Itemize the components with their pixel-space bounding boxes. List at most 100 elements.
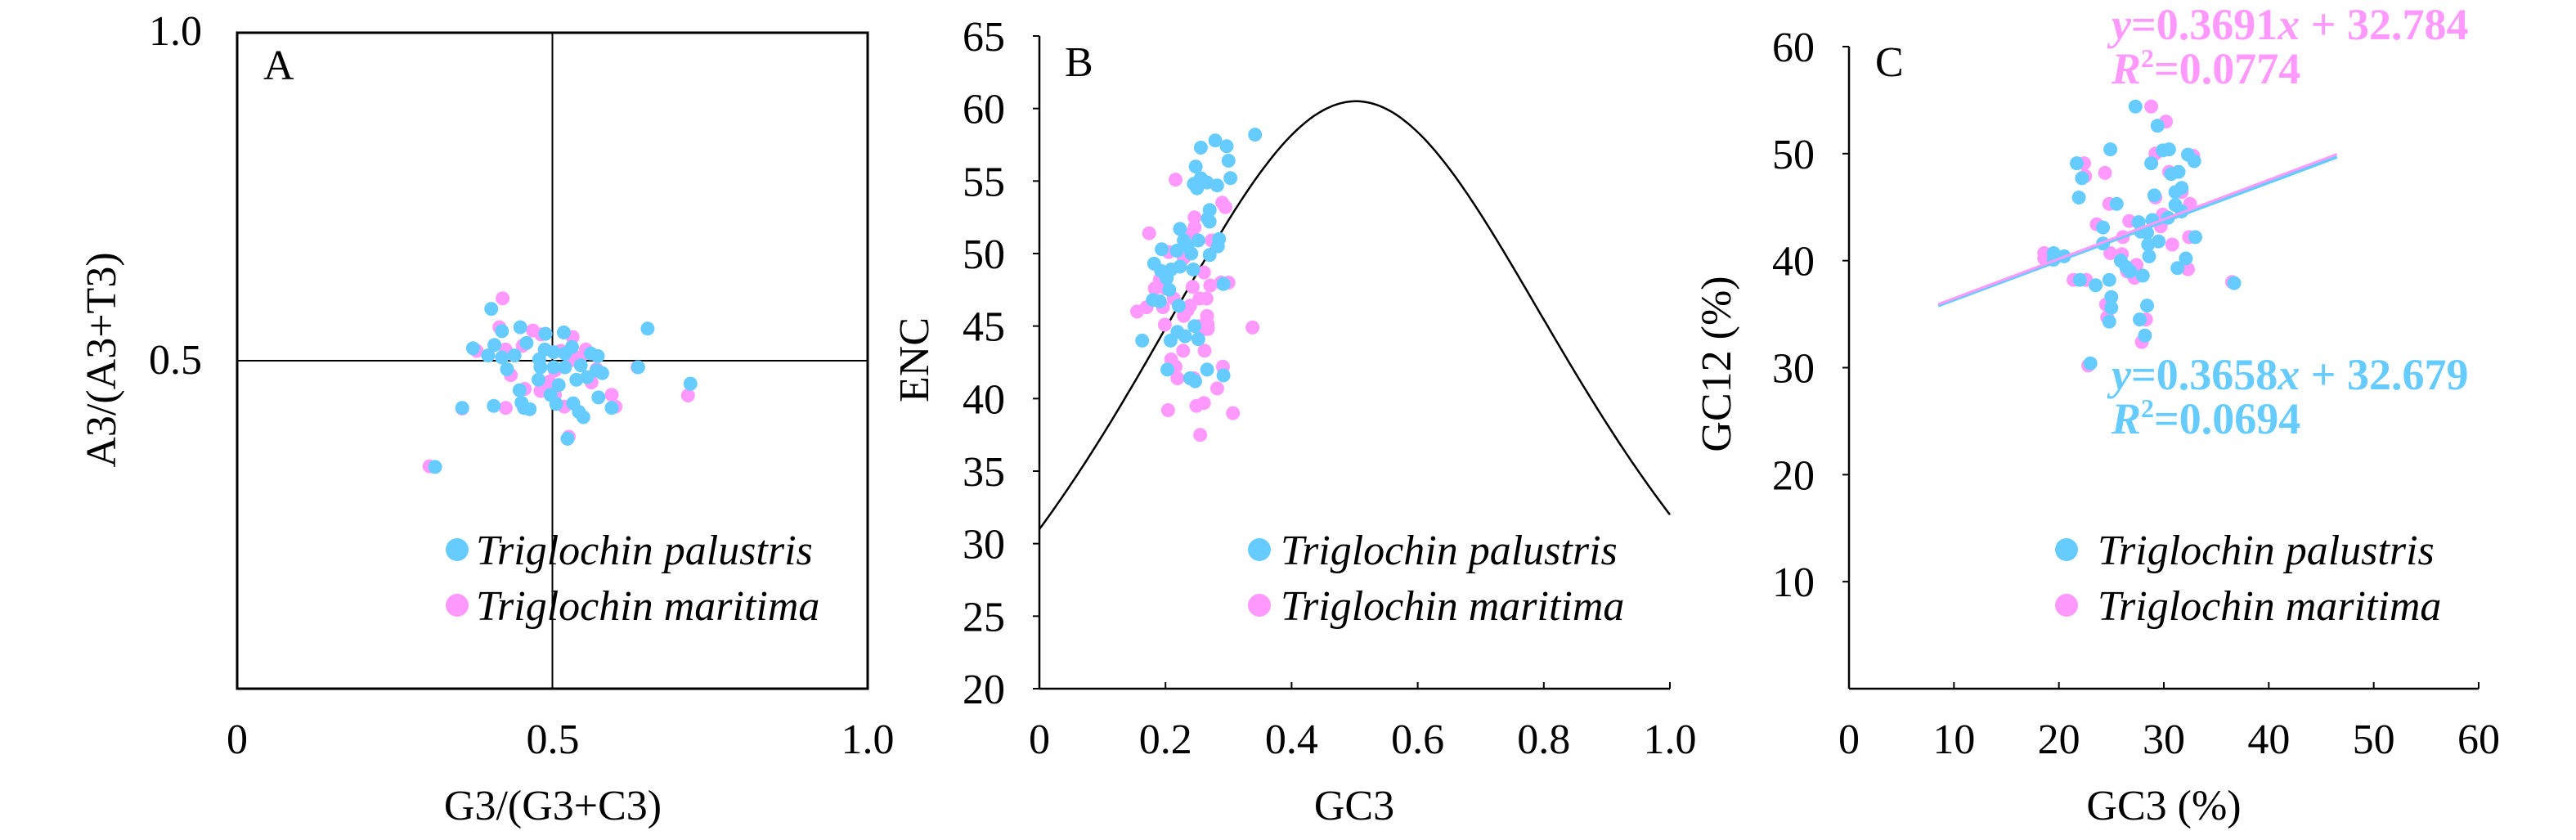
data-point-palustris <box>1223 171 1238 186</box>
trendline-palustris <box>1937 155 2338 308</box>
data-point-maritima <box>1245 320 1260 335</box>
data-point-palustris <box>604 401 619 416</box>
points <box>1130 128 1263 442</box>
y-axis-title: ENC <box>891 317 938 402</box>
data-point-palustris <box>507 348 522 363</box>
data-point-palustris <box>2133 312 2147 327</box>
y-tick-label: 65 <box>963 14 1005 61</box>
data-point-maritima <box>1189 398 1204 413</box>
data-point-palustris <box>487 398 501 413</box>
y-tick-label: 10 <box>1772 559 1815 606</box>
y-tick-label: 30 <box>1772 346 1815 393</box>
data-point-palustris <box>513 320 527 335</box>
axes: 10 20 30 40 50 60 0 10 20 30 40 50 60 <box>1772 25 2500 763</box>
data-point-palustris <box>2179 251 2193 266</box>
data-point-palustris <box>2152 234 2166 249</box>
data-point-maritima <box>1187 210 1202 225</box>
data-point-palustris <box>2161 142 2176 157</box>
data-point-palustris <box>2150 119 2165 133</box>
data-point-palustris <box>2188 230 2202 245</box>
panel-label: A <box>263 43 294 89</box>
panel-label: C <box>1875 39 1904 86</box>
data-point-palustris <box>1169 244 1184 258</box>
legend-label-palustris: Triglochin palustris <box>1281 528 1618 574</box>
x-axis-title: GC3 (%) <box>2086 783 2241 829</box>
data-point-palustris <box>2128 99 2143 114</box>
data-point-palustris <box>1248 128 1263 142</box>
data-point-palustris <box>2142 249 2156 263</box>
x-tick-label: 0 <box>227 716 248 763</box>
data-point-palustris <box>569 372 584 387</box>
x-axis-title: GC3 <box>1314 783 1394 829</box>
legend-marker-palustris <box>446 538 469 561</box>
legend-label-maritima: Triglochin maritima <box>1281 583 1624 630</box>
data-point-palustris <box>1216 276 1231 291</box>
data-point-palustris <box>558 360 572 375</box>
data-point-palustris <box>2123 264 2138 279</box>
x-tick-label: 50 <box>2353 716 2395 763</box>
data-point-maritima <box>498 401 513 416</box>
data-point-palustris <box>455 401 469 416</box>
data-point-palustris <box>2170 261 2185 276</box>
data-point-palustris <box>560 431 575 446</box>
x-tick-label: 0.8 <box>1517 716 1570 763</box>
data-point-maritima <box>496 291 510 306</box>
data-point-palustris <box>1135 333 1150 348</box>
data-point-maritima <box>2103 246 2118 260</box>
legend-marker-palustris <box>1248 538 1271 561</box>
legend-label-maritima: Triglochin maritima <box>476 583 819 630</box>
data-point-palustris <box>1187 319 1202 334</box>
data-point-palustris <box>1155 242 1169 257</box>
data-point-palustris <box>2174 181 2189 195</box>
data-point-palustris <box>512 383 527 398</box>
data-point-palustris <box>500 362 514 376</box>
data-point-maritima <box>1169 173 1183 187</box>
y-tick-label: 20 <box>1772 452 1815 499</box>
y-axis-title: A3/(A3+T3) <box>79 252 125 467</box>
x-tick-label: 0.5 <box>527 716 580 763</box>
data-point-palustris <box>495 324 509 339</box>
r2-palustris: R2=0.0694 <box>2111 393 2300 443</box>
y-tick-label: 60 <box>1772 25 1815 71</box>
legend: Triglochin palustris Triglochin maritima <box>446 528 819 630</box>
data-point-palustris <box>2102 314 2116 329</box>
legend: Triglochin palustris Triglochin maritima <box>1248 528 1624 630</box>
eq-intercept: + 32.784 <box>2300 0 2468 49</box>
legend-label-palustris: Triglochin palustris <box>2098 528 2435 574</box>
data-point-maritima <box>1170 371 1185 385</box>
eq-y: y <box>2107 0 2132 49</box>
data-point-maritima <box>2098 165 2112 180</box>
data-point-maritima <box>1160 403 1175 417</box>
eq-intercept: + 32.679 <box>2300 350 2468 399</box>
data-point-maritima <box>1157 317 1172 332</box>
data-point-palustris <box>1191 233 1205 248</box>
data-point-palustris <box>484 302 499 317</box>
data-point-palustris <box>1178 329 1192 344</box>
equation-palustris: y=0.3658x + 32.679 <box>2107 350 2469 399</box>
data-point-maritima <box>1199 291 1214 306</box>
data-point-maritima <box>1142 226 1156 240</box>
data-point-maritima <box>1176 344 1191 358</box>
data-point-maritima <box>2181 262 2195 276</box>
legend-label-maritima: Triglochin maritima <box>2098 583 2441 630</box>
data-point-palustris <box>1160 362 1174 377</box>
legend-marker-maritima <box>446 594 469 617</box>
data-point-palustris <box>538 326 553 341</box>
data-point-palustris <box>2171 164 2186 179</box>
data-point-palustris <box>2096 220 2111 235</box>
data-point-palustris <box>1160 271 1174 285</box>
points <box>2037 99 2242 373</box>
x-axis-title: G3/(G3+C3) <box>444 783 662 829</box>
data-point-palustris <box>2135 268 2150 283</box>
x-tick-label: 1.0 <box>841 716 895 763</box>
equation-maritima: y=0.3691x + 32.784 <box>2107 0 2469 49</box>
data-point-palustris <box>1202 214 1217 229</box>
expected-enc-curve <box>1039 100 1671 530</box>
data-point-palustris <box>1221 154 1236 168</box>
data-point-palustris <box>1162 282 1177 297</box>
data-point-palustris <box>1173 222 1187 236</box>
data-point-palustris <box>640 321 655 336</box>
legend-marker-palustris <box>2055 538 2078 561</box>
